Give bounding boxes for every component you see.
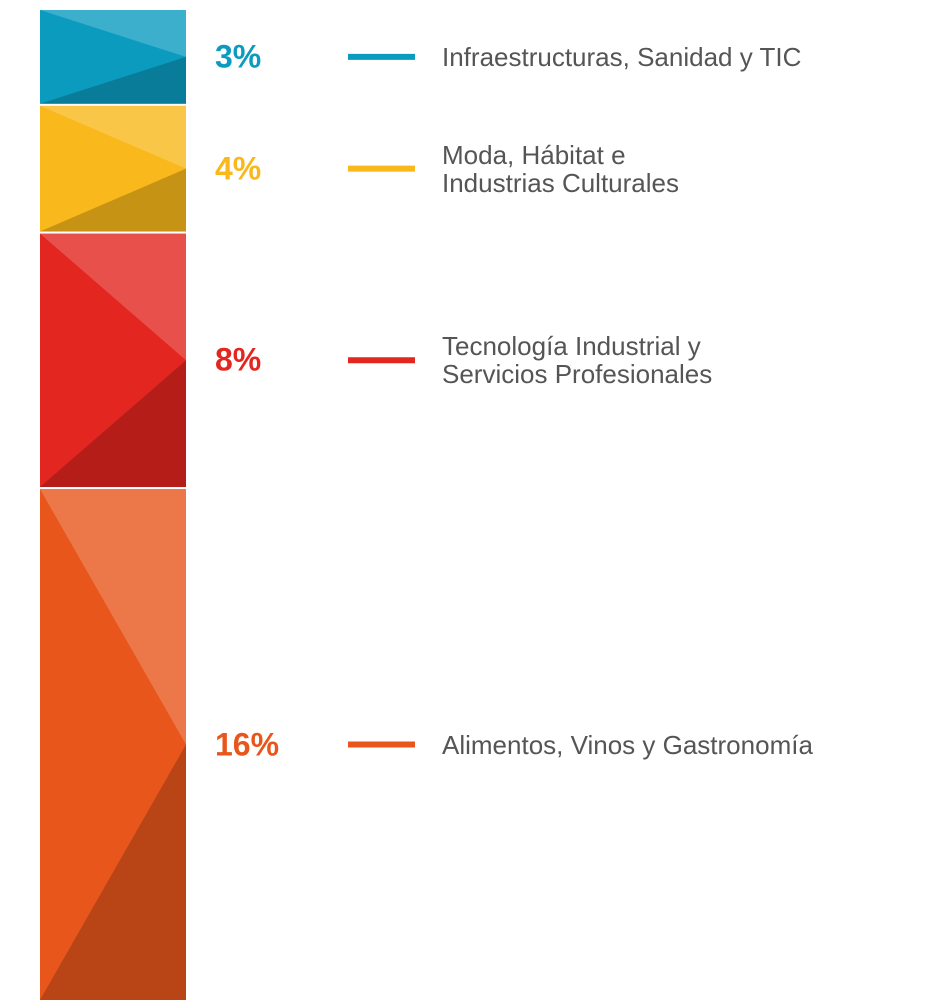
facet-light: [40, 489, 186, 745]
facet-light: [40, 10, 186, 57]
legend-label: Infraestructuras, Sanidad y TIC: [442, 41, 802, 72]
facet-light: [40, 105, 186, 169]
legend-label: Tecnología Industrial y Servicios Profes…: [442, 331, 713, 390]
bar-segment: [40, 489, 186, 1000]
value-label: 3%: [215, 38, 262, 75]
bar-segment: [40, 233, 186, 488]
legend-label: Moda, Hábitat e Industrias Culturales: [442, 139, 679, 198]
facet-dark: [40, 168, 186, 232]
legend-label: Alimentos, Vinos y Gastronomía: [442, 729, 813, 760]
value-label: 16%: [215, 726, 280, 763]
value-label: 8%: [215, 341, 262, 378]
facet-dark: [40, 56, 186, 104]
facet-dark: [40, 744, 186, 1000]
bar-segment: [40, 105, 186, 232]
facet-light: [40, 233, 186, 361]
facet-dark: [40, 360, 186, 488]
value-label: 4%: [215, 150, 262, 187]
bar-segment: [40, 10, 186, 104]
